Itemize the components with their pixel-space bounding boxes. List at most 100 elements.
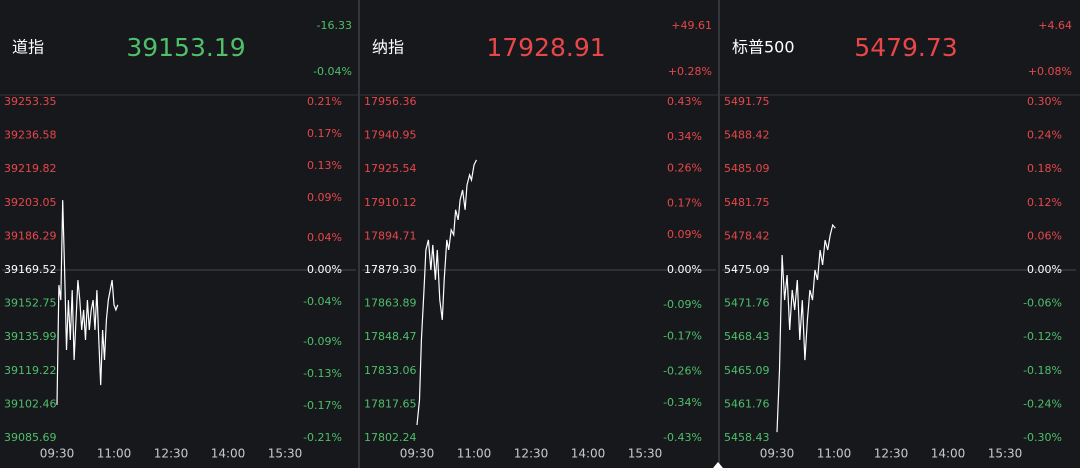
x-tick-label: 14:00 [931, 447, 966, 461]
x-tick-label: 14:00 [571, 447, 606, 461]
price-line [416, 159, 478, 426]
x-tick-label: 15:30 [628, 447, 663, 461]
y-tick-label: 39219.82 [4, 162, 57, 175]
y-tick-label: 5475.09 [724, 263, 770, 276]
y-tick-label: 5491.75 [724, 95, 770, 108]
y2-tick-label: 0.09% [667, 228, 702, 241]
y-tick-label: 39102.46 [4, 397, 57, 410]
index-price: 5479.73 [854, 33, 957, 62]
y2-tick-label: 0.06% [1027, 229, 1062, 242]
x-tick-label: 11:00 [457, 447, 492, 461]
index-change: +49.61 [671, 19, 712, 32]
y2-tick-label: 0.26% [667, 161, 702, 174]
index-name: 纳指 [372, 38, 404, 57]
y-tick-label: 17910.12 [364, 196, 417, 209]
y-tick-label: 17848.47 [364, 330, 417, 343]
index-name: 标普500 [732, 38, 795, 57]
index-change-pct: -0.04% [313, 65, 352, 78]
y2-tick-label: -0.26% [663, 365, 702, 378]
x-tick-label: 12:30 [514, 447, 549, 461]
y-tick-label: 17817.65 [364, 397, 417, 410]
y-tick-label: 5458.43 [724, 431, 770, 444]
y-tick-label: 39152.75 [4, 297, 57, 310]
y2-tick-label: -0.21% [303, 431, 342, 444]
y2-tick-label: 0.00% [307, 263, 342, 276]
y-tick-label: 5461.76 [724, 397, 770, 410]
y2-tick-label: 0.43% [667, 95, 702, 108]
y-tick-label: 39169.52 [4, 263, 57, 276]
x-tick-label: 09:30 [760, 447, 795, 461]
y-tick-label: 5478.42 [724, 229, 770, 242]
y-tick-label: 39119.22 [4, 364, 57, 377]
y2-tick-label: 0.30% [1027, 95, 1062, 108]
y-tick-label: 39253.35 [4, 95, 57, 108]
x-tick-label: 09:30 [400, 447, 435, 461]
index-price: 39153.19 [126, 33, 245, 62]
y2-tick-label: 0.21% [307, 95, 342, 108]
y2-tick-label: 0.09% [307, 191, 342, 204]
y2-tick-label: 0.12% [1027, 196, 1062, 209]
x-tick-label: 12:30 [154, 447, 189, 461]
y-tick-label: 5481.75 [724, 196, 770, 209]
y-tick-label: 5471.76 [724, 297, 770, 310]
price-line [56, 200, 119, 405]
y-tick-label: 39203.05 [4, 196, 57, 209]
y-tick-label: 17802.24 [364, 431, 417, 444]
y2-tick-label: 0.24% [1027, 129, 1062, 142]
y-tick-label: 17940.95 [364, 129, 417, 142]
index-change-pct: +0.08% [1028, 65, 1072, 78]
y2-tick-label: 0.13% [307, 159, 342, 172]
index-price: 17928.91 [486, 33, 605, 62]
x-tick-label: 15:30 [988, 447, 1023, 461]
y2-tick-label: -0.09% [663, 298, 702, 311]
y2-tick-label: 0.34% [667, 130, 702, 143]
y2-tick-label: -0.30% [1023, 431, 1062, 444]
y2-tick-label: 0.00% [1027, 263, 1062, 276]
y2-tick-label: -0.17% [663, 329, 702, 342]
y-tick-label: 5485.09 [724, 162, 770, 175]
y2-tick-label: -0.18% [1023, 364, 1062, 377]
y-tick-label: 17925.54 [364, 162, 417, 175]
x-tick-label: 15:30 [268, 447, 303, 461]
index-change-pct: +0.28% [668, 65, 712, 78]
y2-tick-label: -0.09% [303, 335, 342, 348]
y2-tick-label: -0.06% [1023, 297, 1062, 310]
y2-tick-label: 0.04% [307, 231, 342, 244]
y-tick-label: 5468.43 [724, 330, 770, 343]
y-tick-label: 5488.42 [724, 129, 770, 142]
index-change: +4.64 [1038, 19, 1072, 32]
y2-tick-label: -0.34% [663, 396, 702, 409]
y2-tick-label: 0.18% [1027, 162, 1062, 175]
y-tick-label: 39236.58 [4, 129, 57, 142]
y-tick-label: 39186.29 [4, 229, 57, 242]
y2-tick-label: -0.24% [1023, 397, 1062, 410]
y-tick-label: 17879.30 [364, 263, 417, 276]
handle [713, 462, 723, 468]
y2-tick-label: -0.17% [303, 399, 342, 412]
y2-tick-label: -0.12% [1023, 330, 1062, 343]
y-tick-label: 17863.89 [364, 297, 417, 310]
index-name: 道指 [12, 38, 44, 57]
price-line [776, 223, 836, 433]
y2-tick-label: 0.17% [667, 197, 702, 210]
x-tick-label: 12:30 [874, 447, 909, 461]
y2-tick-label: 0.00% [667, 263, 702, 276]
y-tick-label: 17833.06 [364, 364, 417, 377]
index-change: -16.33 [317, 19, 352, 32]
y-tick-label: 39085.69 [4, 431, 57, 444]
x-tick-label: 11:00 [817, 447, 852, 461]
x-tick-label: 09:30 [40, 447, 75, 461]
y-tick-label: 17894.71 [364, 229, 417, 242]
x-tick-label: 11:00 [97, 447, 132, 461]
y2-tick-label: -0.04% [303, 295, 342, 308]
y-tick-label: 39135.99 [4, 330, 57, 343]
y-tick-label: 17956.36 [364, 95, 417, 108]
y-tick-label: 5465.09 [724, 364, 770, 377]
y2-tick-label: 0.17% [307, 127, 342, 140]
y2-tick-label: -0.43% [663, 431, 702, 444]
x-tick-label: 14:00 [211, 447, 246, 461]
y2-tick-label: -0.13% [303, 367, 342, 380]
